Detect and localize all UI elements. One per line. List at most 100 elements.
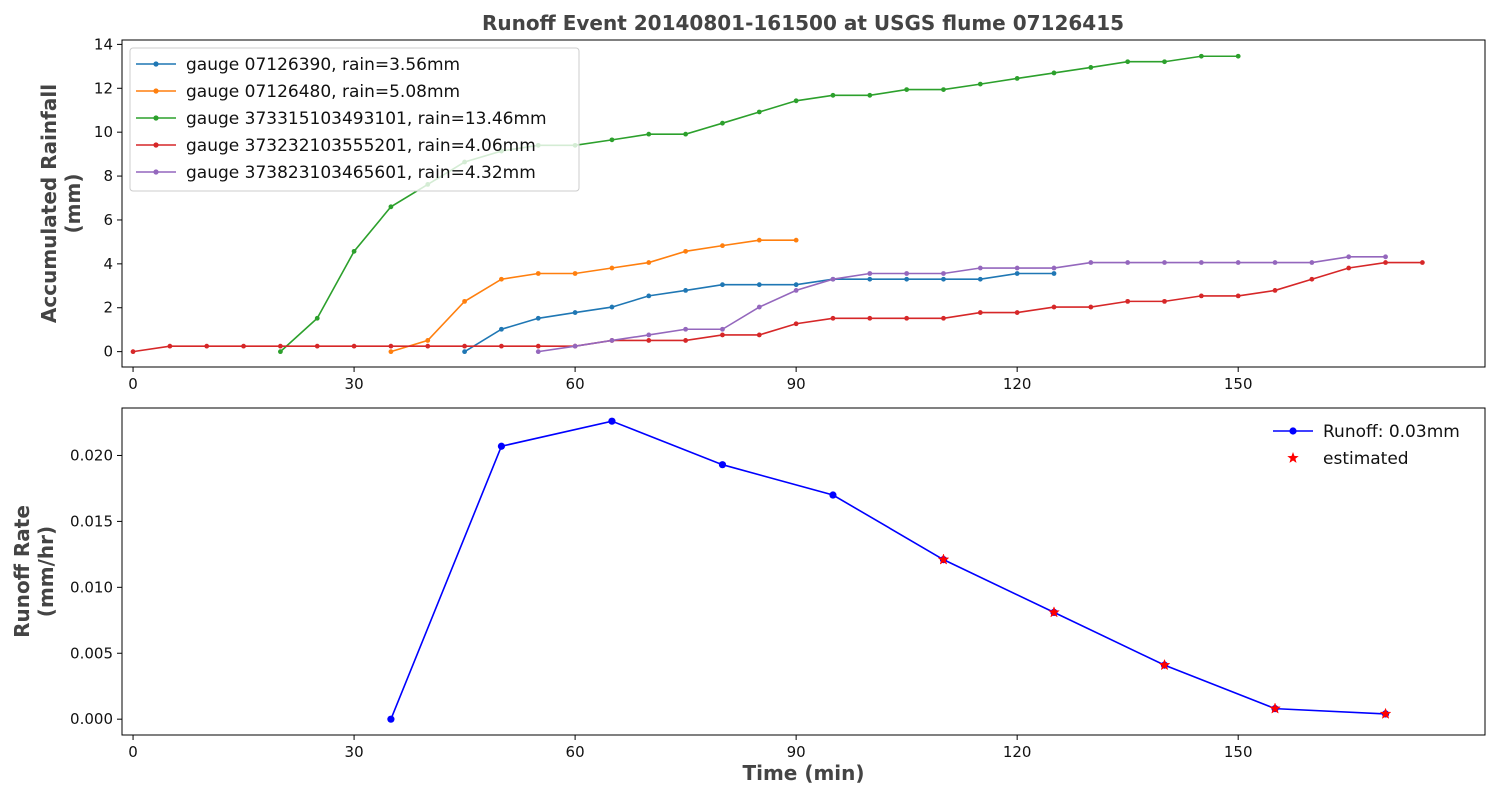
data-point bbox=[1051, 265, 1057, 271]
data-point bbox=[830, 92, 836, 98]
data-point bbox=[609, 304, 615, 310]
data-point bbox=[1125, 260, 1131, 265]
data-point bbox=[388, 204, 394, 210]
data-point bbox=[1162, 260, 1167, 265]
y-tick-label: 14 bbox=[94, 35, 113, 53]
data-point bbox=[977, 310, 983, 315]
data-point bbox=[830, 315, 836, 321]
series-line bbox=[390, 239, 797, 353]
legend-marker bbox=[1287, 452, 1299, 463]
data-point bbox=[904, 276, 910, 282]
data-point bbox=[683, 338, 689, 343]
series-1 bbox=[937, 553, 1392, 719]
data-point bbox=[793, 282, 799, 288]
data-point bbox=[720, 243, 725, 249]
y-tick-label: 0.005 bbox=[70, 644, 113, 662]
figure-title: Runoff Event 20140801-161500 at USGS flu… bbox=[482, 11, 1124, 35]
data-point bbox=[167, 343, 173, 349]
data-point bbox=[387, 715, 395, 723]
data-point bbox=[829, 491, 837, 499]
data-point bbox=[941, 271, 946, 276]
series-line bbox=[390, 420, 1386, 720]
data-point bbox=[1235, 260, 1241, 265]
data-point bbox=[462, 349, 467, 355]
data-point bbox=[1088, 65, 1094, 70]
data-point bbox=[756, 237, 762, 243]
data-point bbox=[683, 326, 689, 332]
x-tick-label: 0 bbox=[128, 375, 138, 393]
data-point bbox=[1088, 304, 1094, 310]
data-point bbox=[314, 315, 320, 321]
x-tick-label: 30 bbox=[345, 743, 364, 761]
data-point bbox=[388, 343, 394, 349]
data-point bbox=[535, 343, 541, 349]
data-point bbox=[1051, 304, 1057, 310]
data-point bbox=[1125, 59, 1131, 65]
data-point bbox=[1162, 59, 1167, 65]
x-tick-label: 60 bbox=[566, 743, 585, 761]
data-point bbox=[278, 349, 283, 355]
legend-marker bbox=[153, 142, 159, 148]
data-point bbox=[1014, 310, 1020, 315]
data-point bbox=[425, 338, 431, 343]
legend-marker bbox=[153, 169, 159, 175]
y-tick-label: 0.000 bbox=[70, 710, 113, 728]
series-0 bbox=[462, 271, 1057, 355]
y-tick-label: 0.020 bbox=[70, 446, 113, 464]
data-point bbox=[720, 326, 725, 332]
data-point bbox=[977, 81, 983, 87]
x-tick-label: 30 bbox=[345, 375, 364, 393]
legend-box bbox=[129, 47, 580, 192]
x-tick-label: 120 bbox=[1003, 375, 1032, 393]
data-point bbox=[646, 131, 652, 137]
y-tick-label: 6 bbox=[103, 211, 113, 229]
data-point bbox=[1051, 70, 1057, 76]
data-point bbox=[904, 315, 910, 321]
data-point bbox=[130, 349, 136, 355]
data-point bbox=[756, 304, 762, 310]
x-axis-label: Time (min) bbox=[742, 761, 864, 785]
data-point bbox=[1419, 260, 1425, 265]
data-point bbox=[1272, 288, 1278, 293]
legend: gauge 07126390, rain=3.56mm gauge 0712648… bbox=[129, 47, 580, 192]
data-point bbox=[499, 326, 504, 332]
data-point bbox=[1309, 260, 1315, 265]
x-tick-label: 60 bbox=[566, 375, 585, 393]
data-point bbox=[609, 338, 615, 343]
data-point bbox=[351, 248, 357, 254]
data-point bbox=[1162, 298, 1167, 304]
data-point bbox=[1235, 53, 1241, 59]
data-point bbox=[941, 87, 946, 92]
data-point bbox=[1014, 271, 1020, 276]
data-point bbox=[1125, 298, 1131, 304]
data-point bbox=[793, 237, 799, 243]
estimated-point bbox=[1048, 606, 1060, 618]
data-point bbox=[535, 271, 541, 276]
data-point bbox=[462, 298, 467, 304]
data-point bbox=[646, 332, 652, 338]
data-point bbox=[388, 349, 394, 355]
data-point bbox=[646, 293, 652, 299]
data-point bbox=[241, 343, 246, 349]
legend-label: gauge 373823103465601, rain=4.32mm bbox=[186, 163, 536, 183]
y-tick-label: 0.010 bbox=[70, 578, 113, 596]
legend-label: estimated bbox=[1323, 449, 1409, 469]
data-point bbox=[683, 288, 689, 293]
data-point bbox=[572, 310, 578, 315]
data-point bbox=[867, 276, 873, 282]
data-point bbox=[572, 271, 578, 276]
legend-marker bbox=[153, 115, 159, 121]
data-point bbox=[1088, 260, 1094, 265]
data-point bbox=[867, 315, 873, 321]
data-point bbox=[278, 343, 283, 349]
rainfall-panel: 0 30 60 90 120 150 0 2 4 6 8 10 12 14 Accumulated Rain… bbox=[37, 35, 1486, 393]
series-1 bbox=[388, 237, 799, 355]
data-point bbox=[904, 271, 910, 276]
x-tick-label: 90 bbox=[787, 375, 806, 393]
data-point bbox=[683, 248, 689, 254]
x-tick-label: 150 bbox=[1224, 743, 1253, 761]
data-point bbox=[756, 282, 762, 288]
y-tick-label: 4 bbox=[103, 255, 113, 273]
data-point bbox=[793, 98, 799, 104]
